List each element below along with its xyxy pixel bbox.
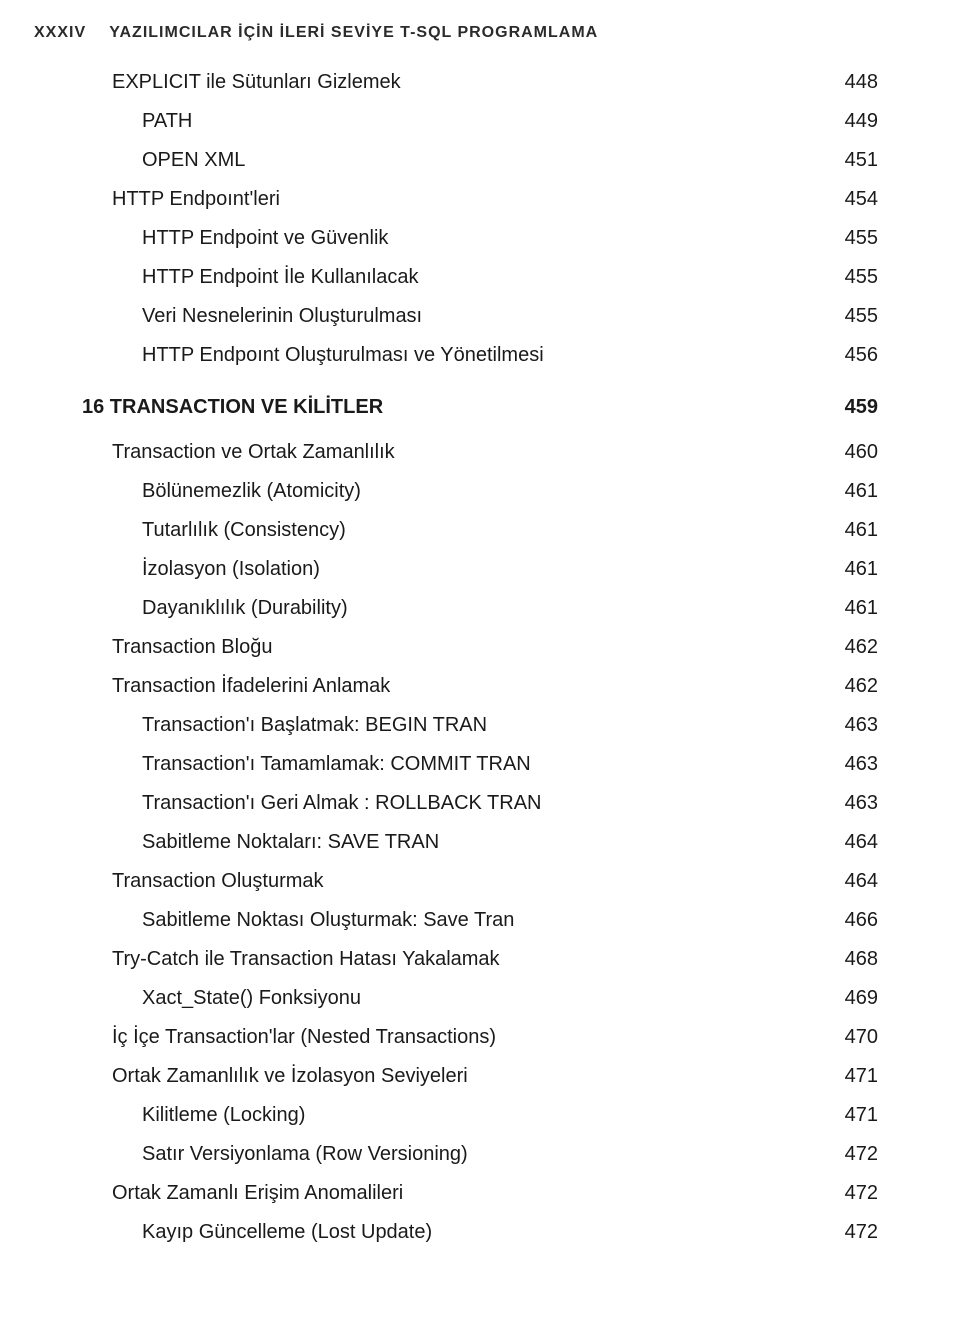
toc-entry-label: HTTP Endpoint ve Güvenlik — [82, 228, 828, 248]
toc-row: Sabitleme Noktası Oluşturmak: Save Tran4… — [82, 910, 878, 930]
toc-entry-label: Transaction Oluşturmak — [82, 871, 828, 891]
toc-entry-label: PATH — [82, 111, 828, 131]
toc-row: Transaction ve Ortak Zamanlılık460 — [82, 442, 878, 462]
toc-row: Transaction'ı Geri Almak : ROLLBACK TRAN… — [82, 793, 878, 813]
toc-entry-page: 470 — [828, 1027, 878, 1047]
toc-entry-page: 463 — [828, 715, 878, 735]
toc-entry-page: 469 — [828, 988, 878, 1008]
toc-entry-label: Kayıp Güncelleme (Lost Update) — [82, 1222, 828, 1242]
toc-entry-page: 460 — [828, 442, 878, 462]
toc-entry-label: 16 TRANSACTION VE KİLİTLER — [82, 397, 828, 417]
running-header: XXXIV YAZILIMCILAR İÇİN İLERİ SEVİYE T-S… — [34, 24, 878, 42]
toc-row: Transaction'ı Başlatmak: BEGIN TRAN463 — [82, 715, 878, 735]
toc-row: HTTP Endpoınt'leri454 — [82, 189, 878, 209]
toc-entry-page: 454 — [828, 189, 878, 209]
toc-entry-label: Tutarlılık (Consistency) — [82, 520, 828, 540]
toc-row: Try-Catch ile Transaction Hatası Yakalam… — [82, 949, 878, 969]
toc-entry-page: 461 — [828, 520, 878, 540]
toc-row: Transaction Oluşturmak464 — [82, 871, 878, 891]
toc-entry-label: HTTP Endpoınt Oluşturulması ve Yönetilme… — [82, 345, 828, 365]
toc-entry-label: Ortak Zamanlı Erişim Anomalileri — [82, 1183, 828, 1203]
toc-entry-page: 455 — [828, 306, 878, 326]
toc-row: Veri Nesnelerinin Oluşturulması455 — [82, 306, 878, 326]
toc-row: Ortak Zamanlılık ve İzolasyon Seviyeleri… — [82, 1066, 878, 1086]
toc-row: EXPLICIT ile Sütunları Gizlemek448 — [82, 72, 878, 92]
toc-entry-page: 471 — [828, 1105, 878, 1125]
toc-row: Transaction Bloğu462 — [82, 637, 878, 657]
toc-entry-label: Sabitleme Noktaları: SAVE TRAN — [82, 832, 828, 852]
toc-entry-page: 461 — [828, 598, 878, 618]
toc-entry-label: Transaction'ı Başlatmak: BEGIN TRAN — [82, 715, 828, 735]
toc-row: PATH449 — [82, 111, 878, 131]
header-book-title: YAZILIMCILAR İÇİN İLERİ SEVİYE T-SQL PRO… — [109, 24, 598, 41]
toc-entry-page: 468 — [828, 949, 878, 969]
toc-row: 16 TRANSACTION VE KİLİTLER459 — [82, 397, 878, 417]
toc-entry-page: 471 — [828, 1066, 878, 1086]
toc-row: Kayıp Güncelleme (Lost Update)472 — [82, 1222, 878, 1242]
toc-row: İç İçe Transaction'lar (Nested Transacti… — [82, 1027, 878, 1047]
toc-entry-page: 455 — [828, 228, 878, 248]
toc-entry-page: 448 — [828, 72, 878, 92]
toc-entry-label: Transaction İfadelerini Anlamak — [82, 676, 828, 696]
toc-entry-label: Ortak Zamanlılık ve İzolasyon Seviyeleri — [82, 1066, 828, 1086]
toc-entry-label: Veri Nesnelerinin Oluşturulması — [82, 306, 828, 326]
toc-entry-label: Transaction ve Ortak Zamanlılık — [82, 442, 828, 462]
toc-row: Ortak Zamanlı Erişim Anomalileri472 — [82, 1183, 878, 1203]
toc-row: Dayanıklılık (Durability)461 — [82, 598, 878, 618]
toc-entry-label: Try-Catch ile Transaction Hatası Yakalam… — [82, 949, 828, 969]
toc-entry-page: 461 — [828, 559, 878, 579]
toc-entry-label: Xact_State() Fonksiyonu — [82, 988, 828, 1008]
toc-entry-label: HTTP Endpoint İle Kullanılacak — [82, 267, 828, 287]
toc-entry-page: 466 — [828, 910, 878, 930]
toc-entry-page: 456 — [828, 345, 878, 365]
toc-entry-label: Transaction'ı Tamamlamak: COMMIT TRAN — [82, 754, 828, 774]
toc-entry-page: 462 — [828, 637, 878, 657]
toc-entry-page: 462 — [828, 676, 878, 696]
toc-entry-label: İzolasyon (Isolation) — [82, 559, 828, 579]
toc-entry-label: Sabitleme Noktası Oluşturmak: Save Tran — [82, 910, 828, 930]
table-of-contents: EXPLICIT ile Sütunları Gizlemek448PATH44… — [82, 72, 878, 1242]
toc-row: HTTP Endpoınt Oluşturulması ve Yönetilme… — [82, 345, 878, 365]
toc-entry-page: 464 — [828, 871, 878, 891]
toc-entry-page: 461 — [828, 481, 878, 501]
toc-entry-page: 451 — [828, 150, 878, 170]
toc-entry-page: 472 — [828, 1222, 878, 1242]
toc-row: Sabitleme Noktaları: SAVE TRAN464 — [82, 832, 878, 852]
toc-entry-label: Transaction'ı Geri Almak : ROLLBACK TRAN — [82, 793, 828, 813]
toc-row: Transaction İfadelerini Anlamak462 — [82, 676, 878, 696]
toc-entry-label: Transaction Bloğu — [82, 637, 828, 657]
toc-entry-label: İç İçe Transaction'lar (Nested Transacti… — [82, 1027, 828, 1047]
toc-row: HTTP Endpoint ve Güvenlik455 — [82, 228, 878, 248]
toc-entry-page: 472 — [828, 1183, 878, 1203]
toc-row: Tutarlılık (Consistency)461 — [82, 520, 878, 540]
toc-entry-label: Kilitleme (Locking) — [82, 1105, 828, 1125]
toc-row: Transaction'ı Tamamlamak: COMMIT TRAN463 — [82, 754, 878, 774]
toc-row: Xact_State() Fonksiyonu469 — [82, 988, 878, 1008]
toc-entry-label: OPEN XML — [82, 150, 828, 170]
toc-row: Satır Versiyonlama (Row Versioning)472 — [82, 1144, 878, 1164]
toc-entry-page: 463 — [828, 793, 878, 813]
toc-entry-label: HTTP Endpoınt'leri — [82, 189, 828, 209]
toc-entry-page: 459 — [828, 397, 878, 417]
toc-entry-label: Bölünemezlik (Atomicity) — [82, 481, 828, 501]
toc-entry-page: 472 — [828, 1144, 878, 1164]
toc-row: İzolasyon (Isolation)461 — [82, 559, 878, 579]
toc-row: Kilitleme (Locking)471 — [82, 1105, 878, 1125]
page: XXXIV YAZILIMCILAR İÇİN İLERİ SEVİYE T-S… — [0, 0, 960, 1333]
toc-row: OPEN XML451 — [82, 150, 878, 170]
toc-row: Bölünemezlik (Atomicity)461 — [82, 481, 878, 501]
toc-entry-label: EXPLICIT ile Sütunları Gizlemek — [82, 72, 828, 92]
toc-entry-page: 455 — [828, 267, 878, 287]
toc-entry-label: Dayanıklılık (Durability) — [82, 598, 828, 618]
header-page-numeral: XXXIV — [34, 24, 86, 41]
toc-entry-page: 463 — [828, 754, 878, 774]
toc-row: HTTP Endpoint İle Kullanılacak455 — [82, 267, 878, 287]
toc-entry-page: 464 — [828, 832, 878, 852]
toc-entry-label: Satır Versiyonlama (Row Versioning) — [82, 1144, 828, 1164]
toc-entry-page: 449 — [828, 111, 878, 131]
